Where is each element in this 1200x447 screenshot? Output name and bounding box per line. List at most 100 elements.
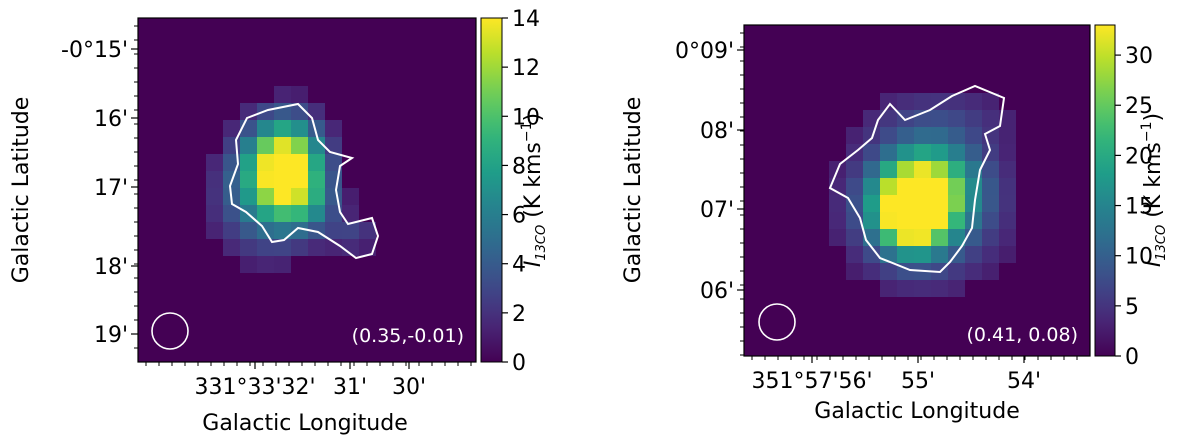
heatmap-cell (982, 144, 999, 161)
colorbar-tick-label: 12 (512, 56, 540, 81)
heatmap-cell (274, 205, 291, 222)
x-axis-label: Galactic Longitude (814, 399, 1019, 424)
colorbar-label: I13CO (K kms−1) (1139, 113, 1169, 267)
heatmap-cell (291, 137, 308, 154)
heatmap-cell (291, 188, 308, 205)
heatmap-cell (948, 263, 965, 280)
heatmap-cell (308, 239, 325, 256)
y-tick-label: 18' (94, 255, 128, 280)
y-tick-label: 06' (700, 279, 734, 304)
heatmap-cell (914, 246, 931, 263)
heatmap-cell (897, 212, 914, 229)
heatmap-cell (897, 178, 914, 195)
heatmap-cell (274, 86, 291, 103)
heatmap-cell (308, 120, 325, 137)
heatmap-cell (342, 188, 359, 205)
heatmap-cell (897, 110, 914, 127)
y-tick-label: 17' (94, 176, 128, 201)
heatmap-cell (880, 263, 897, 280)
heatmap-cell (829, 229, 846, 246)
heatmap-cell (206, 188, 223, 205)
heatmap-cell (846, 246, 863, 263)
position-annotation: (0.35,-0.01) (352, 325, 464, 347)
heatmap-cell (291, 171, 308, 188)
map-frame (137, 17, 477, 363)
heatmap-cell (948, 229, 965, 246)
heatmap-cell (257, 154, 274, 171)
y-tick-label: 16' (94, 107, 128, 132)
panel-1: (0.35,-0.01) 331°33'32' 31' 30' -0°15' 16' 17'… (9, 7, 549, 436)
heatmap-cell (342, 222, 359, 239)
y-axis-label: Galactic Latitude (621, 97, 646, 284)
heatmap-cell (914, 161, 931, 178)
heatmap-cell (274, 120, 291, 137)
heatmap-cell (880, 127, 897, 144)
heatmap-cell (325, 239, 342, 256)
heatmap-cell (291, 239, 308, 256)
y-tick-label: 0°09' (675, 39, 734, 64)
heatmap-cell (999, 144, 1016, 161)
heatmap-cell (880, 144, 897, 161)
heatmap-cell (931, 195, 948, 212)
heatmap-cell (982, 161, 999, 178)
heatmap-cell (325, 137, 342, 154)
heatmap-cell (291, 154, 308, 171)
heatmap-cell (863, 246, 880, 263)
y-axis-label: Galactic Latitude (9, 97, 34, 284)
heatmap-cell (897, 246, 914, 263)
heatmap-cell (846, 161, 863, 178)
x-tick-label: 331°33'32' (194, 375, 315, 400)
heatmap-cell (274, 137, 291, 154)
y-tick-label: 07' (700, 198, 734, 223)
heatmap-cell (880, 110, 897, 127)
colorbar-tick-label: 8 (512, 154, 526, 179)
heatmap-cell (291, 120, 308, 137)
y-tick-label: 19' (94, 323, 128, 348)
heatmap-cell (948, 110, 965, 127)
heatmap-cell (846, 195, 863, 212)
x-axis-label: Galactic Longitude (202, 411, 407, 436)
heatmap-cell (982, 212, 999, 229)
y-tick-label: -0°15' (61, 38, 128, 63)
heatmap-cell (257, 205, 274, 222)
heatmap-cell (931, 246, 948, 263)
heatmap-cell (308, 171, 325, 188)
heatmap-cell (965, 178, 982, 195)
heatmap-cell (880, 280, 897, 297)
x-tick-label: 351°57'56' (751, 369, 872, 394)
heatmap-cell (829, 212, 846, 229)
contour-line (828, 84, 1006, 274)
heatmap-cell (965, 246, 982, 263)
colorbar-tick-label: 4 (512, 253, 526, 278)
heatmap-cell (965, 195, 982, 212)
colorbar-tick-label: 15 (1125, 195, 1153, 220)
heatmap-cell (914, 93, 931, 110)
heatmap-cell (880, 229, 897, 246)
heatmap-cell (914, 229, 931, 246)
heatmap-cell (914, 212, 931, 229)
heatmap-cell (308, 188, 325, 205)
heatmap-cell (965, 263, 982, 280)
colorbar-tick-label: 30 (1125, 44, 1153, 69)
heatmap-cell (240, 256, 257, 273)
heatmap-cell (948, 212, 965, 229)
heatmap-cell (999, 229, 1016, 246)
x-tick-label: 30' (392, 375, 426, 400)
heatmap-cell (359, 222, 376, 239)
heatmap-cell (965, 144, 982, 161)
heatmap-cell (897, 93, 914, 110)
colorbar (1094, 24, 1116, 357)
heatmap-cell (863, 195, 880, 212)
colorbar-tick-label: 10 (512, 105, 540, 130)
heatmap-cell (274, 256, 291, 273)
heatmap-cell (257, 188, 274, 205)
heatmap-cell (863, 161, 880, 178)
heatmap-cell (257, 239, 274, 256)
heatmap-cell (999, 246, 1016, 263)
heatmap-cell (829, 195, 846, 212)
heatmap-cell (274, 188, 291, 205)
colorbar-label: I13CO (K kms−1) (519, 113, 549, 267)
heatmap-cell (846, 127, 863, 144)
heatmap-cell (948, 280, 965, 297)
heatmap-cell (897, 127, 914, 144)
